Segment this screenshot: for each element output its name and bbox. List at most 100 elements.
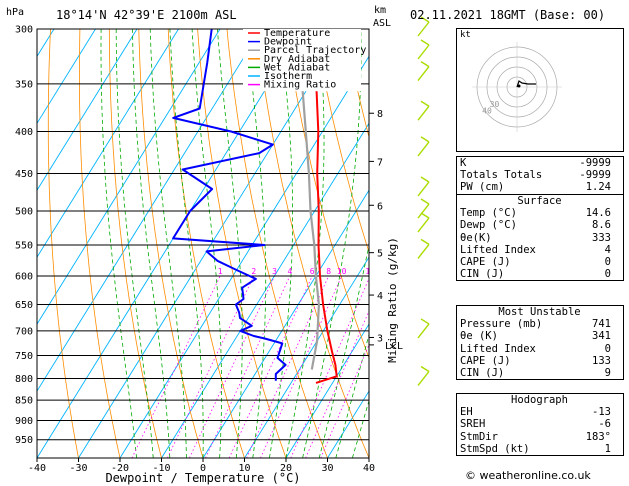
km-label: km: [374, 5, 386, 16]
axes: 3003504004505005506006507007508008509009…: [15, 25, 403, 475]
wet-adiabat: [217, 29, 243, 458]
mu-row: CAPE (J) 133: [460, 354, 611, 367]
mixing-ratio-axis-title: Mixing Ratio (g/kg): [386, 237, 399, 363]
hodograph-panel: kt 40 30: [456, 28, 624, 152]
pressure-tick-label: 800: [15, 374, 33, 385]
mu-row: CIN (J) 9: [460, 367, 611, 380]
pressure-tick-label: 600: [15, 271, 33, 282]
x-tick-label: -10: [152, 463, 170, 474]
indices-box: K -9999 Totals Totals -9999 PW (cm) 1.24: [456, 156, 624, 195]
sounding-curves: [172, 29, 338, 384]
x-tick-label: -40: [28, 463, 46, 474]
pressure-tick-label: 500: [15, 207, 33, 218]
wet-adiabat: [352, 399, 369, 458]
surface-row: Dewp (°C) 8.6: [460, 219, 611, 232]
legend-label: Dry Adiabat: [264, 54, 330, 65]
isotherm-line: [37, 29, 96, 125]
hodo-row: StmSpd (kt) 1: [460, 442, 611, 455]
hodograph-ring-label: 30: [490, 100, 500, 109]
dewpoint-curve: [172, 29, 287, 381]
wind-barb: [417, 141, 430, 157]
legend-label: Dewpoint: [264, 37, 312, 48]
hodo-row: EH -13: [460, 406, 611, 419]
surface-box: Surface Temp (°C) 14.6 Dewp (°C) 8.6 θe(K)…: [456, 194, 624, 282]
mu-row: Lifted Index 0: [460, 342, 611, 355]
pressure-tick-label: 650: [15, 300, 33, 311]
index-row-totals: Totals Totals -9999: [460, 169, 611, 182]
mixing-ratio-label: 8: [326, 267, 331, 276]
wet-adiabat: [335, 332, 369, 458]
parcel-trajectory-curve: [297, 29, 320, 370]
wind-barb-flag: [420, 365, 430, 373]
wind-barb-flag: [420, 39, 430, 46]
mixing-ratio-line: [228, 275, 313, 458]
isotherm-line: [37, 29, 138, 192]
wind-barb-flag: [420, 212, 430, 219]
surface-row: θe(K) 333: [460, 231, 611, 244]
wind-barb: [417, 217, 430, 233]
mixing-ratio-label: 2: [251, 267, 256, 276]
hodograph-table-box: Hodograph EH -13 SREH -6 StmDir 183° StmSpd…: [456, 393, 624, 457]
isotherm-line: [285, 323, 369, 458]
isotherm-line: [161, 122, 369, 458]
km-tick-label: 7: [377, 157, 383, 168]
x-axis-title: Dewpoint / Temperature (°C): [105, 471, 300, 485]
wind-barb-flag: [420, 176, 430, 183]
index-row-pw: PW (cm) 1.24: [460, 181, 611, 194]
legend-background: [243, 29, 361, 92]
mixing-ratio-line: [131, 275, 221, 458]
most-unstable-title: Most Unstable: [498, 306, 581, 318]
wet-adiabat: [269, 29, 293, 458]
mixing-ratio-line: [290, 277, 369, 458]
km-tick-label: 6: [377, 201, 383, 212]
wind-barbs: [417, 16, 430, 386]
isotherm-line: [244, 256, 369, 458]
wind-barb: [417, 181, 430, 197]
mixing-ratio-line: [305, 309, 369, 458]
mu-row: Pressure (mb) 741: [460, 318, 611, 331]
mixing-ratio-label: 3: [272, 267, 277, 276]
dry-adiabat: [79, 29, 121, 458]
wind-barb-flag: [420, 136, 430, 143]
mixing-ratio-line: [260, 275, 343, 458]
surface-row: Temp (°C) 14.6: [460, 207, 611, 220]
pressure-tick-label: 950: [15, 435, 33, 446]
asl-label: ASL: [373, 18, 391, 29]
legend-label: Temperature: [264, 28, 330, 39]
x-tick-label: 0: [200, 463, 206, 474]
mixing-ratio-label: 10: [337, 267, 347, 276]
isotherm-line: [37, 29, 179, 259]
legend-label: Mixing Ratio: [264, 80, 336, 91]
pressure-tick-label: 300: [15, 25, 33, 36]
wind-barb-flag: [420, 198, 430, 205]
isotherm-line: [78, 29, 345, 458]
temperature-curve: [314, 29, 338, 384]
mixing-ratio-line: [167, 275, 255, 458]
pressure-tick-label: 750: [15, 351, 33, 362]
km-tick-label: 4: [377, 291, 383, 302]
date-title: 02.11.2021 18GMT (Base: 00): [410, 8, 605, 22]
isotherm-line: [202, 189, 369, 458]
pressure-tick-label: 550: [15, 240, 33, 251]
wind-barb: [417, 371, 430, 386]
mixing-ratio-line: [320, 343, 369, 458]
surface-title: Surface: [517, 195, 562, 207]
x-tick-label: 30: [321, 463, 333, 474]
wind-barb-flag: [420, 61, 430, 68]
mixing-ratio-label: 4: [287, 267, 292, 276]
mixing-ratio-label: 6: [310, 267, 315, 276]
hodo-row: StmDir 183°: [460, 430, 611, 443]
dry-adiabat: [47, 29, 79, 458]
wind-barb-flag: [420, 238, 430, 245]
hodograph-table-title: Hodograph: [511, 394, 568, 406]
wind-barb: [417, 66, 430, 82]
pressure-tick-label: 400: [15, 127, 33, 138]
surface-row: CAPE (J) 0: [460, 256, 611, 269]
pressure-tick-label: 350: [15, 79, 33, 90]
hodo-row: SREH -6: [460, 418, 611, 431]
km-tick-label: 5: [377, 249, 383, 260]
pressure-tick-label: 450: [15, 169, 33, 180]
km-tick-label: 3: [377, 333, 383, 344]
